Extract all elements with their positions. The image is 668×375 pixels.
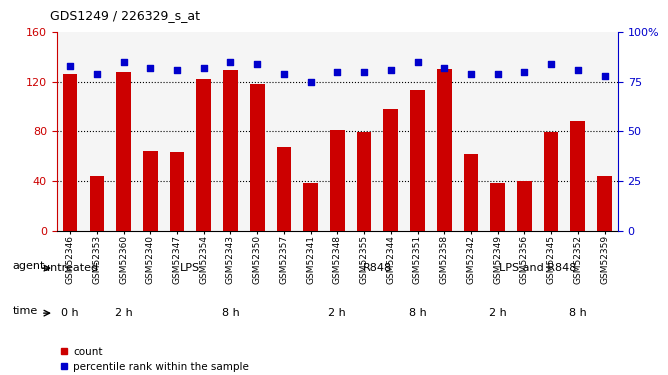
Point: [145, 64, 156, 70]
Bar: [437, 69, 452, 231]
Bar: [223, 70, 238, 231]
Bar: [170, 152, 184, 231]
Bar: [116, 72, 131, 231]
Point: [305, 79, 316, 85]
Point: [172, 67, 182, 73]
Point: [546, 61, 556, 67]
Text: time: time: [13, 306, 37, 315]
Text: 8 h: 8 h: [222, 308, 239, 318]
Point: [385, 67, 396, 73]
Text: 2 h: 2 h: [115, 308, 132, 318]
Bar: [597, 176, 612, 231]
Point: [359, 69, 369, 75]
Text: untreated: untreated: [43, 263, 98, 273]
Bar: [63, 74, 77, 231]
Bar: [196, 79, 211, 231]
Bar: [544, 132, 558, 231]
Bar: [277, 147, 291, 231]
Text: R848: R848: [363, 263, 392, 273]
Bar: [464, 154, 478, 231]
Point: [492, 70, 503, 76]
Text: 2 h: 2 h: [489, 308, 506, 318]
Text: LPS and R848: LPS and R848: [499, 263, 576, 273]
Bar: [330, 130, 345, 231]
Point: [252, 61, 263, 67]
Point: [225, 58, 236, 64]
Point: [412, 58, 423, 64]
Point: [198, 64, 209, 70]
Point: [118, 58, 129, 64]
Bar: [490, 183, 505, 231]
Point: [599, 73, 610, 79]
Legend: count, percentile rank within the sample: count, percentile rank within the sample: [55, 343, 253, 375]
Point: [92, 70, 102, 76]
Point: [519, 69, 530, 75]
Text: 8 h: 8 h: [409, 308, 426, 318]
Text: 0 h: 0 h: [61, 308, 79, 318]
Bar: [303, 183, 318, 231]
Bar: [357, 132, 371, 231]
Text: 8 h: 8 h: [569, 308, 587, 318]
Point: [279, 70, 289, 76]
Text: GDS1249 / 226329_s_at: GDS1249 / 226329_s_at: [50, 9, 200, 22]
Point: [466, 70, 476, 76]
Text: agent: agent: [13, 261, 45, 271]
Point: [439, 64, 450, 70]
Bar: [250, 84, 265, 231]
Bar: [90, 176, 104, 231]
Bar: [517, 181, 532, 231]
Bar: [143, 151, 158, 231]
Point: [65, 63, 75, 69]
Text: LPS: LPS: [180, 263, 200, 273]
Point: [332, 69, 343, 75]
Bar: [410, 90, 425, 231]
Bar: [570, 122, 585, 231]
Bar: [383, 109, 398, 231]
Point: [572, 67, 583, 73]
Text: 2 h: 2 h: [329, 308, 346, 318]
